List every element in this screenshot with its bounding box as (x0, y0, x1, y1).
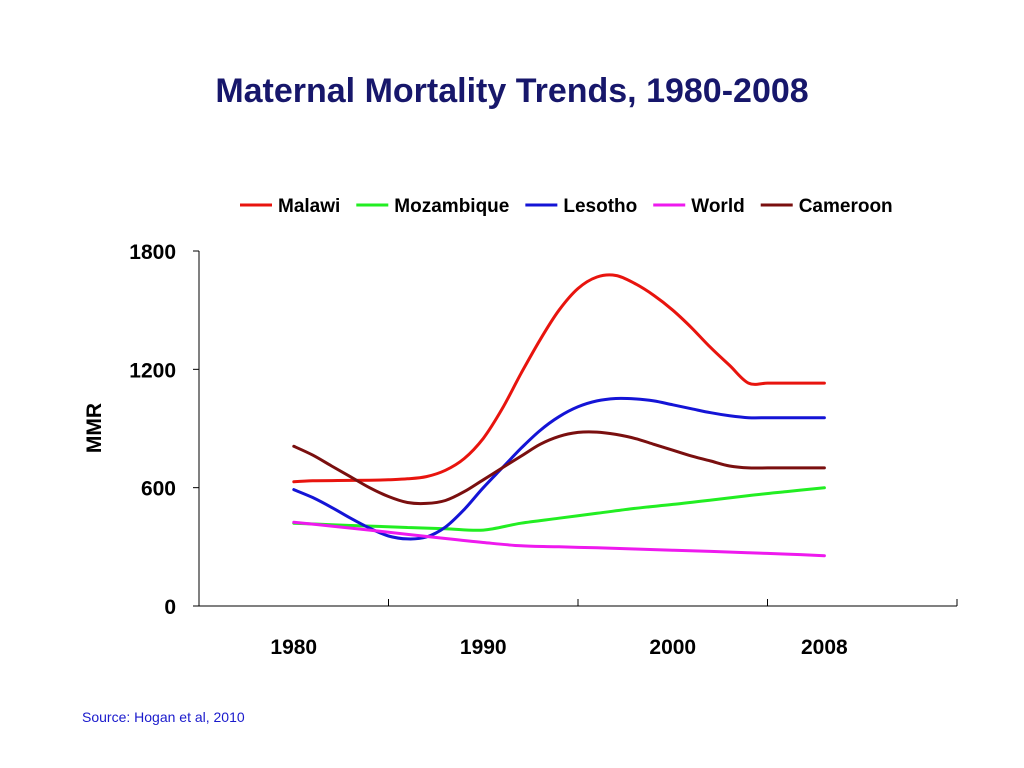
series-line-world (292, 520, 826, 558)
legend-label-malawi: Malawi (278, 196, 340, 217)
series-line-malawi (292, 273, 826, 484)
legend-label-cameroon: Cameroon (799, 196, 893, 217)
legend-label-world: World (691, 196, 744, 217)
legend-label-lesotho: Lesotho (563, 196, 637, 217)
chart-legend: Malawi Mozambique Lesotho World Cameroon (240, 196, 893, 217)
x-tick-label: 2008 (801, 636, 848, 659)
chart-series (292, 273, 826, 558)
x-tick-label: 1980 (270, 636, 317, 659)
x-tick-label: 1990 (460, 636, 507, 659)
x-tick-label: 2000 (649, 636, 696, 659)
y-axis-label: MMR (83, 403, 106, 453)
y-tick-label: 600 (141, 478, 176, 501)
series-line-mozambique (292, 486, 826, 532)
y-tick-label: 1200 (129, 359, 176, 382)
y-tick-label: 0 (164, 596, 176, 619)
y-tick-label: 1800 (129, 241, 176, 264)
slide-title: Maternal Mortality Trends, 1980-2008 (215, 72, 809, 110)
series-line-cameroon (292, 430, 826, 506)
legend-label-mozambique: Mozambique (394, 196, 509, 217)
series-line-lesotho (292, 396, 826, 541)
chart-axes: 0 600 1200 1800 1980 1990 2000 2008 MMR (83, 241, 958, 659)
source-note: Source: Hogan et al, 2010 (82, 709, 245, 725)
